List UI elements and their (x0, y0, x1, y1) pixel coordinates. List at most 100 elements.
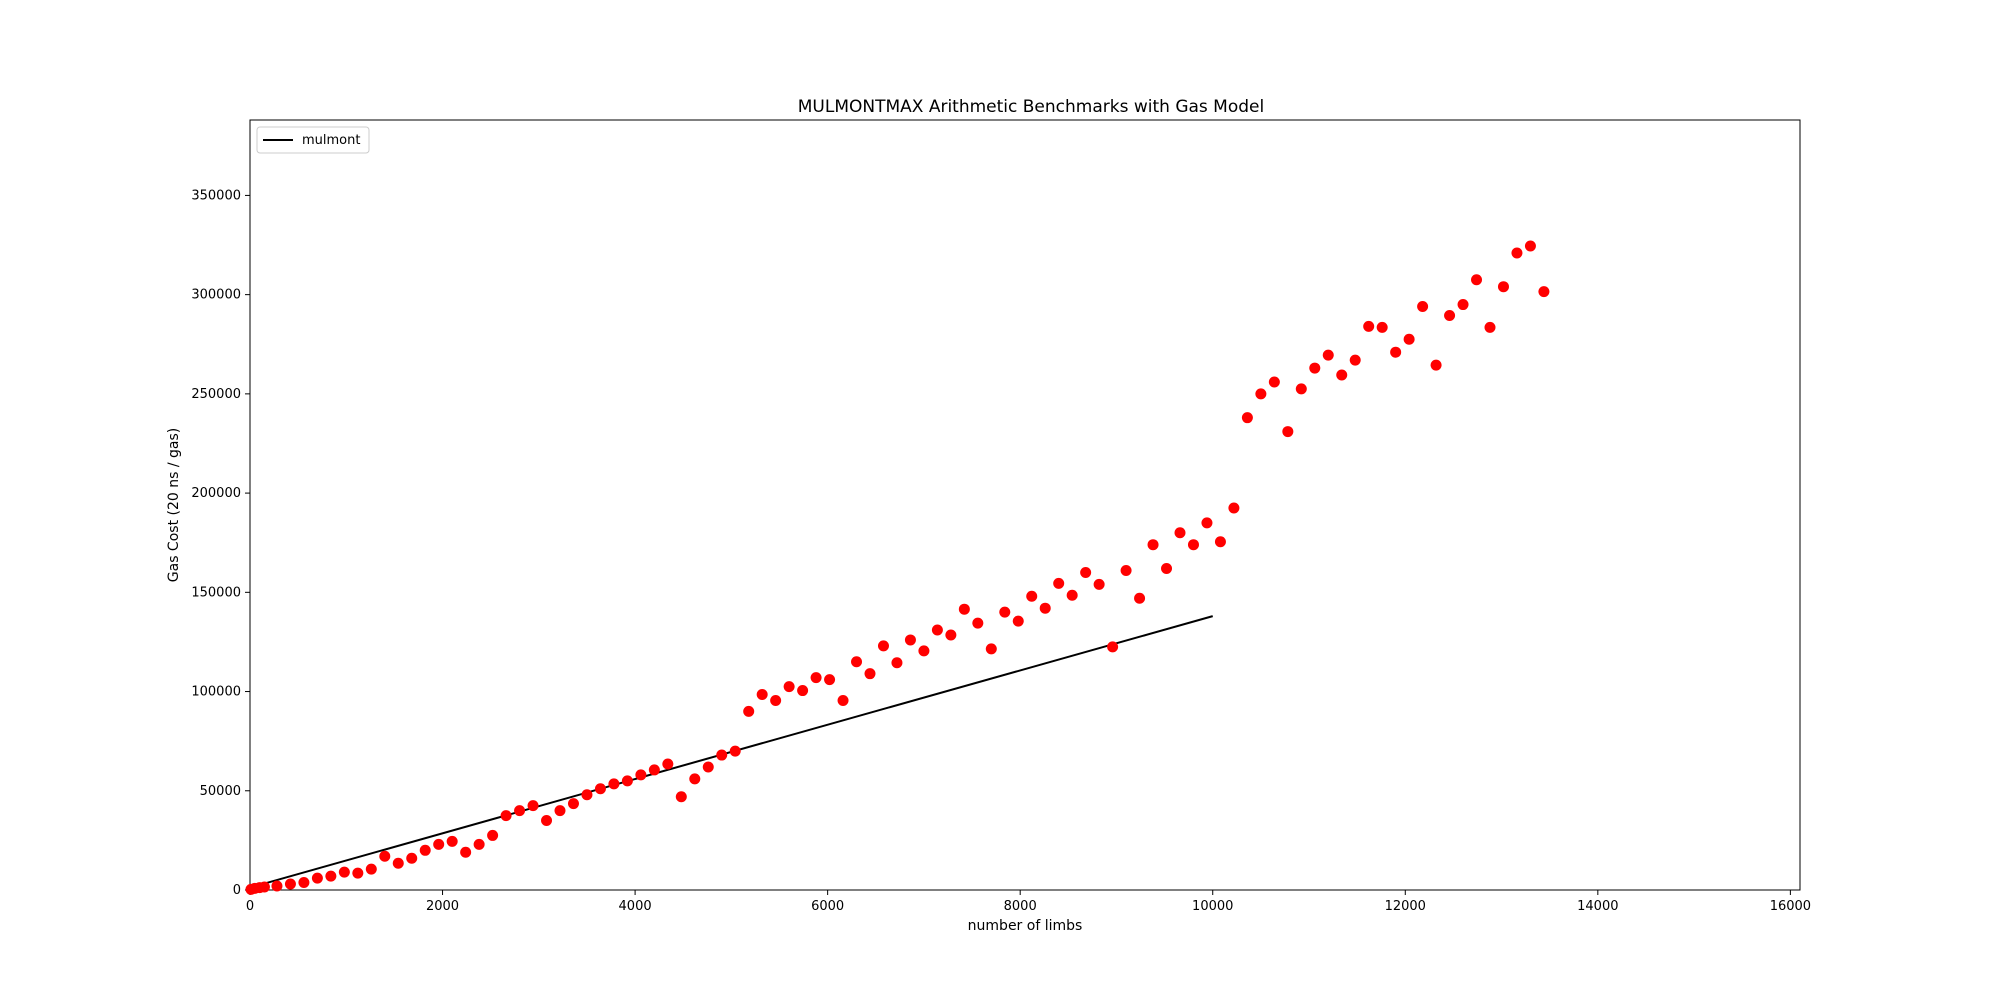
data-point (1093, 578, 1105, 590)
data-point (904, 634, 916, 646)
data-point (541, 815, 553, 827)
data-point (527, 800, 539, 812)
data-point (824, 674, 836, 686)
data-point (608, 778, 620, 790)
data-point (1511, 247, 1523, 259)
data-point (837, 694, 849, 706)
legend-entry-mulmont: mulmont (302, 133, 360, 148)
x-tick-label: 2000 (426, 899, 459, 914)
data-point (716, 749, 728, 761)
y-axis-label: Gas Cost (20 ns / gas) (166, 428, 182, 582)
data-point (985, 643, 997, 655)
data-point (662, 758, 674, 770)
x-tick-label: 10000 (1192, 899, 1233, 914)
data-point (487, 829, 499, 841)
data-point (460, 846, 472, 858)
data-point (311, 872, 323, 884)
data-point (352, 867, 364, 879)
data-point (1376, 321, 1388, 333)
data-point (1241, 412, 1253, 424)
data-point (958, 603, 970, 615)
data-point (325, 870, 337, 882)
data-point (1363, 320, 1375, 332)
data-point (743, 705, 755, 717)
data-point (1214, 536, 1226, 548)
data-point (500, 810, 512, 822)
y-tick-label: 250000 (191, 387, 241, 402)
y-tick-label: 200000 (191, 486, 241, 501)
data-point (1080, 566, 1092, 578)
data-point (1417, 301, 1429, 313)
data-point (1187, 539, 1199, 551)
data-point (945, 629, 957, 641)
data-point (1497, 281, 1509, 293)
data-point (931, 624, 943, 636)
data-point (1282, 426, 1294, 438)
data-point (365, 863, 377, 875)
data-point (729, 745, 741, 757)
data-point (446, 835, 458, 847)
data-point (338, 866, 350, 878)
x-tick-label: 0 (246, 899, 254, 914)
data-point (621, 775, 633, 787)
data-point (1039, 602, 1051, 614)
data-point (1201, 517, 1213, 529)
data-point (554, 805, 566, 817)
y-tick-label: 0 (233, 883, 241, 898)
y-tick-label: 100000 (191, 685, 241, 700)
data-point (1390, 346, 1402, 358)
data-point (1484, 321, 1496, 333)
data-point (864, 668, 876, 680)
data-point (810, 672, 822, 684)
data-point (1295, 383, 1307, 395)
data-point (1444, 309, 1456, 321)
data-point (1268, 376, 1280, 388)
data-point (972, 617, 984, 629)
data-point (1403, 333, 1415, 345)
plot-area (245, 240, 1550, 895)
y-axis: 0 50000 100000 150000 200000 250000 300000 3500… (191, 188, 250, 898)
data-point (1161, 563, 1173, 575)
data-point (851, 656, 863, 668)
y-tick-label: 300000 (191, 288, 241, 303)
data-point (675, 791, 687, 803)
data-point (797, 685, 809, 697)
data-point (298, 876, 310, 888)
chart-title: MULMONTMAX Arithmetic Benchmarks with Ga… (798, 97, 1264, 117)
data-point (1309, 362, 1321, 374)
x-tick-label: 12000 (1385, 899, 1426, 914)
data-point (392, 857, 404, 869)
data-point (258, 881, 270, 893)
data-point (1066, 589, 1078, 601)
data-point (514, 805, 526, 817)
legend-box (256, 126, 370, 154)
data-point (689, 773, 701, 785)
data-point (1120, 564, 1132, 576)
data-point (1336, 369, 1348, 381)
data-point (284, 878, 296, 890)
data-point (1322, 349, 1334, 361)
data-point (1471, 274, 1483, 286)
x-tick-label: 16000 (1770, 899, 1811, 914)
data-point (1012, 615, 1024, 627)
data-point (473, 838, 485, 850)
data-point (419, 844, 431, 856)
data-point (271, 880, 283, 892)
data-point (1457, 299, 1469, 311)
data-point (1349, 354, 1361, 366)
data-point (567, 798, 579, 810)
data-point (379, 850, 391, 862)
data-point (891, 657, 903, 669)
data-point (702, 761, 714, 773)
data-point (918, 645, 930, 657)
data-point (1228, 502, 1240, 514)
data-point (581, 789, 593, 801)
data-point (877, 640, 889, 652)
x-tick-label: 6000 (811, 899, 844, 914)
y-tick-label: 50000 (200, 784, 241, 799)
data-point (1134, 592, 1146, 604)
data-point (648, 764, 660, 776)
data-point (783, 681, 795, 693)
x-tick-label: 14000 (1577, 899, 1618, 914)
